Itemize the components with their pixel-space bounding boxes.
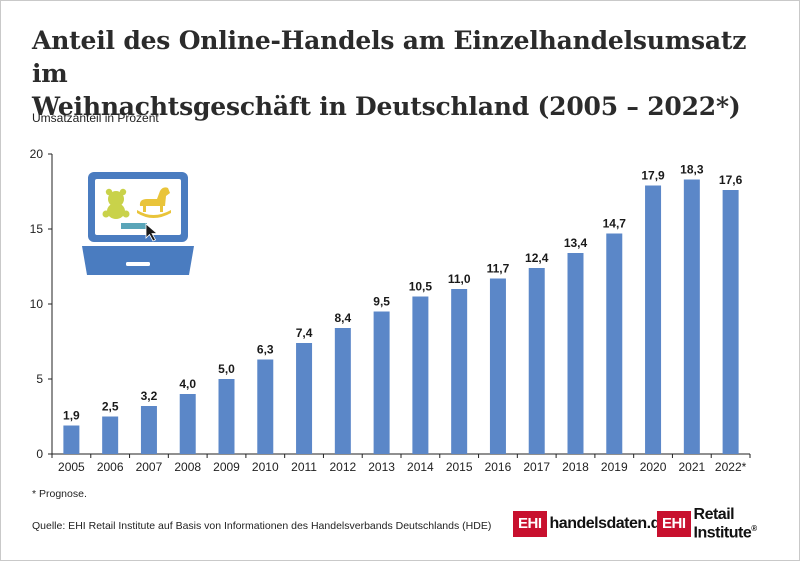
handelsdaten-logo-text: handelsdaten.de xyxy=(549,515,669,532)
bar xyxy=(218,379,235,454)
y-tick-label: 10 xyxy=(30,297,44,311)
bar xyxy=(373,311,390,454)
chart-title: Anteil des Online-Handels am Einzelhande… xyxy=(32,24,772,123)
data-label: 3,2 xyxy=(141,389,158,403)
source-note: Quelle: EHI Retail Institute auf Basis v… xyxy=(32,520,492,532)
data-label: 6,3 xyxy=(257,343,274,357)
laptop-button xyxy=(121,223,147,229)
laptop-icon xyxy=(82,172,194,275)
bar xyxy=(334,328,351,454)
bar xyxy=(140,406,157,454)
data-label: 13,4 xyxy=(564,236,588,250)
x-tick-label: 2016 xyxy=(485,460,512,474)
data-label: 12,4 xyxy=(525,251,549,265)
bar xyxy=(606,233,623,454)
bar xyxy=(489,278,506,454)
data-label: 14,7 xyxy=(603,217,627,231)
x-tick-label: 2007 xyxy=(136,460,163,474)
bar xyxy=(63,425,80,454)
bar xyxy=(722,190,739,454)
footnote: * Prognose. xyxy=(32,488,87,500)
handelsdaten-logo[interactable]: EHI handelsdaten.de xyxy=(513,510,669,538)
rocking-horse-icon xyxy=(137,187,171,218)
data-label: 8,4 xyxy=(334,311,351,325)
x-tick-label: 2022* xyxy=(715,460,747,474)
data-label: 5,0 xyxy=(218,362,235,376)
x-tick-label: 2006 xyxy=(97,460,124,474)
data-label: 1,9 xyxy=(63,409,80,423)
data-label: 7,4 xyxy=(296,326,313,340)
bars: 1,9 2,5 3,2 4,0 5,0 6,3 7,4 8,4 9,5 10,5 11,0 11,7 1… xyxy=(63,163,743,454)
bar xyxy=(683,179,700,454)
registered-mark: ® xyxy=(751,523,757,533)
x-tick-label: 2009 xyxy=(213,460,240,474)
bar xyxy=(296,343,313,454)
x-tick-label: 2020 xyxy=(640,460,667,474)
bar xyxy=(528,268,545,454)
data-label: 17,6 xyxy=(719,173,743,187)
ehi-logo-box: EHI xyxy=(513,511,547,537)
ehi-retail-institute-logo[interactable]: EHI Retail Institute® xyxy=(657,506,800,541)
retail-institute-text: Retail Institute xyxy=(693,505,752,542)
chart-title-line2: Weihnachtsgeschäft in Deutschland (2005 … xyxy=(32,92,741,121)
bar xyxy=(412,296,429,454)
data-label: 17,9 xyxy=(641,169,665,183)
x-tick-label: 2014 xyxy=(407,460,434,474)
y-tick-label: 5 xyxy=(36,372,43,386)
laptop-base xyxy=(82,246,194,275)
data-label: 9,5 xyxy=(373,295,390,309)
x-tick-label: 2013 xyxy=(368,460,395,474)
ehi-logo-box: EHI xyxy=(657,511,691,537)
y-tick-label: 15 xyxy=(30,222,44,236)
y-axis-label: Umsatzanteil in Prozent xyxy=(32,111,159,125)
bar xyxy=(179,394,196,454)
data-label: 4,0 xyxy=(179,377,196,391)
bar xyxy=(567,253,584,454)
chart-title-line1: Anteil des Online-Handels am Einzelhande… xyxy=(32,26,747,88)
data-label: 11,0 xyxy=(448,272,471,286)
data-label: 2,5 xyxy=(102,400,119,414)
data-label: 10,5 xyxy=(409,280,433,294)
y-tick-label: 20 xyxy=(30,147,44,161)
bar xyxy=(102,416,119,454)
x-tick-label: 2019 xyxy=(601,460,628,474)
laptop-trackpad xyxy=(126,262,150,266)
x-tick-label: 2021 xyxy=(678,460,705,474)
axes: 0 5 10 15 20 2005 2006 2007 2008 2009 2010 2011 2012… xyxy=(30,147,751,474)
x-tick-label: 2010 xyxy=(252,460,279,474)
retail-institute-logo-text: Retail Institute® xyxy=(694,506,800,542)
x-tick-label: 2008 xyxy=(174,460,201,474)
bar xyxy=(645,185,662,454)
y-tick-label: 0 xyxy=(36,447,43,461)
bar xyxy=(451,289,468,454)
data-label: 11,7 xyxy=(487,262,510,276)
x-tick-label: 2012 xyxy=(329,460,356,474)
data-label: 18,3 xyxy=(680,163,704,177)
x-tick-label: 2018 xyxy=(562,460,589,474)
x-tick-label: 2005 xyxy=(58,460,85,474)
x-tick-label: 2015 xyxy=(446,460,473,474)
cursor-arrow-icon xyxy=(145,223,159,242)
x-tick-label: 2011 xyxy=(291,460,317,474)
teddy-bear-icon xyxy=(102,188,130,219)
x-tick-label: 2017 xyxy=(523,460,550,474)
bar xyxy=(257,359,274,454)
